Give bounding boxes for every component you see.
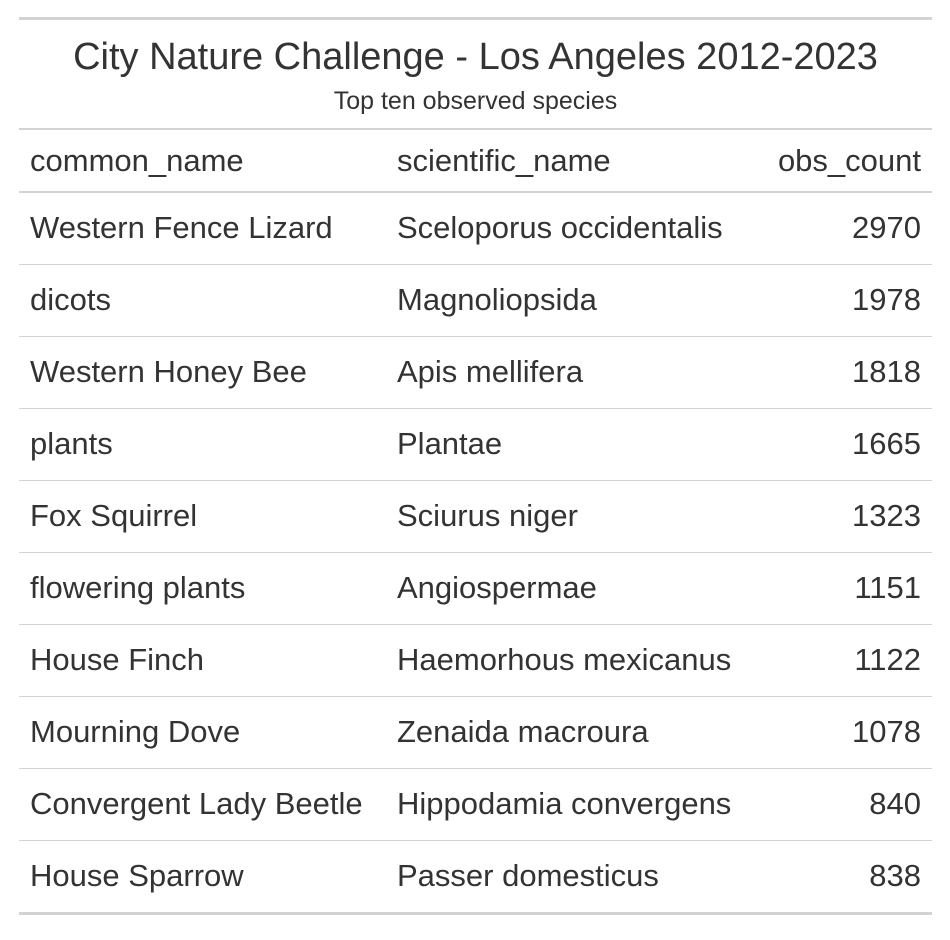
table-row: House Sparrow Passer domesticus 838: [19, 840, 932, 912]
table-body: Western Fence Lizard Sceloporus occidenta…: [19, 192, 932, 912]
cell-obs-count: 1978: [852, 282, 921, 317]
cell-scientific-name: Magnoliopsida: [397, 282, 597, 317]
cell-common-name: House Finch: [30, 642, 205, 677]
cell-common-name: Fox Squirrel: [30, 498, 198, 533]
table-row: House Finch Haemorhous mexicanus 1122: [19, 624, 932, 696]
column-header-common-name: common_name: [19, 130, 386, 193]
cell-common-name: Mourning Dove: [30, 714, 241, 749]
cell-common-name: Convergent Lady Beetle: [30, 786, 363, 821]
header-row: common_name scientific_name obs_count: [19, 130, 932, 193]
table-row: Convergent Lady Beetle Hippodamia converg…: [19, 768, 932, 840]
species-table: City Nature Challenge - Los Angeles 2012…: [19, 17, 932, 915]
table-title: City Nature Challenge - Los Angeles 2012…: [73, 36, 878, 78]
cell-obs-count: 838: [869, 858, 921, 894]
table-heading: City Nature Challenge - Los Angeles 2012…: [19, 20, 932, 130]
cell-scientific-name: Apis mellifera: [397, 354, 584, 389]
cell-obs-count: 1122: [854, 642, 921, 677]
table-row: Mourning Dove Zenaida macroura 1078: [19, 696, 932, 768]
cell-obs-count: 1078: [852, 714, 921, 749]
cell-common-name: dicots: [30, 282, 111, 317]
cell-obs-count: 1818: [852, 354, 921, 389]
table-row: Fox Squirrel Sciurus niger 1323: [19, 480, 932, 552]
column-header-obs-count: obs_count: [763, 130, 932, 193]
cell-scientific-name: Plantae: [397, 426, 503, 461]
cell-obs-count: 1323: [852, 498, 921, 533]
table-row: Western Honey Bee Apis mellifera 1818: [19, 336, 932, 408]
data-table: common_name scientific_name obs_count We…: [19, 130, 932, 912]
table-row: dicots Magnoliopsida 1978: [19, 264, 932, 336]
cell-common-name: flowering plants: [30, 570, 246, 605]
cell-obs-count: 1665: [852, 426, 921, 461]
table-row: plants Plantae 1665: [19, 408, 932, 480]
cell-scientific-name: Zenaida macroura: [397, 714, 649, 749]
cell-common-name: Western Honey Bee: [30, 354, 307, 389]
cell-scientific-name: Haemorhous mexicanus: [397, 642, 732, 677]
cell-obs-count: 2970: [852, 210, 921, 246]
column-header-scientific-name: scientific_name: [386, 130, 763, 193]
cell-obs-count: 1151: [854, 570, 921, 605]
cell-scientific-name: Sceloporus occidentalis: [397, 210, 723, 246]
table-row: Western Fence Lizard Sceloporus occidenta…: [19, 192, 932, 264]
cell-scientific-name: Angiospermae: [397, 570, 597, 605]
cell-common-name: plants: [30, 426, 113, 461]
cell-common-name: Western Fence Lizard: [30, 210, 333, 246]
cell-scientific-name: Sciurus niger: [397, 498, 578, 533]
cell-scientific-name: Passer domesticus: [397, 858, 659, 894]
table-subtitle: Top ten observed species: [333, 87, 618, 115]
cell-scientific-name: Hippodamia convergens: [397, 786, 732, 821]
cell-common-name: House Sparrow: [30, 858, 244, 894]
table-row: flowering plants Angiospermae 1151: [19, 552, 932, 624]
cell-obs-count: 840: [869, 786, 921, 821]
